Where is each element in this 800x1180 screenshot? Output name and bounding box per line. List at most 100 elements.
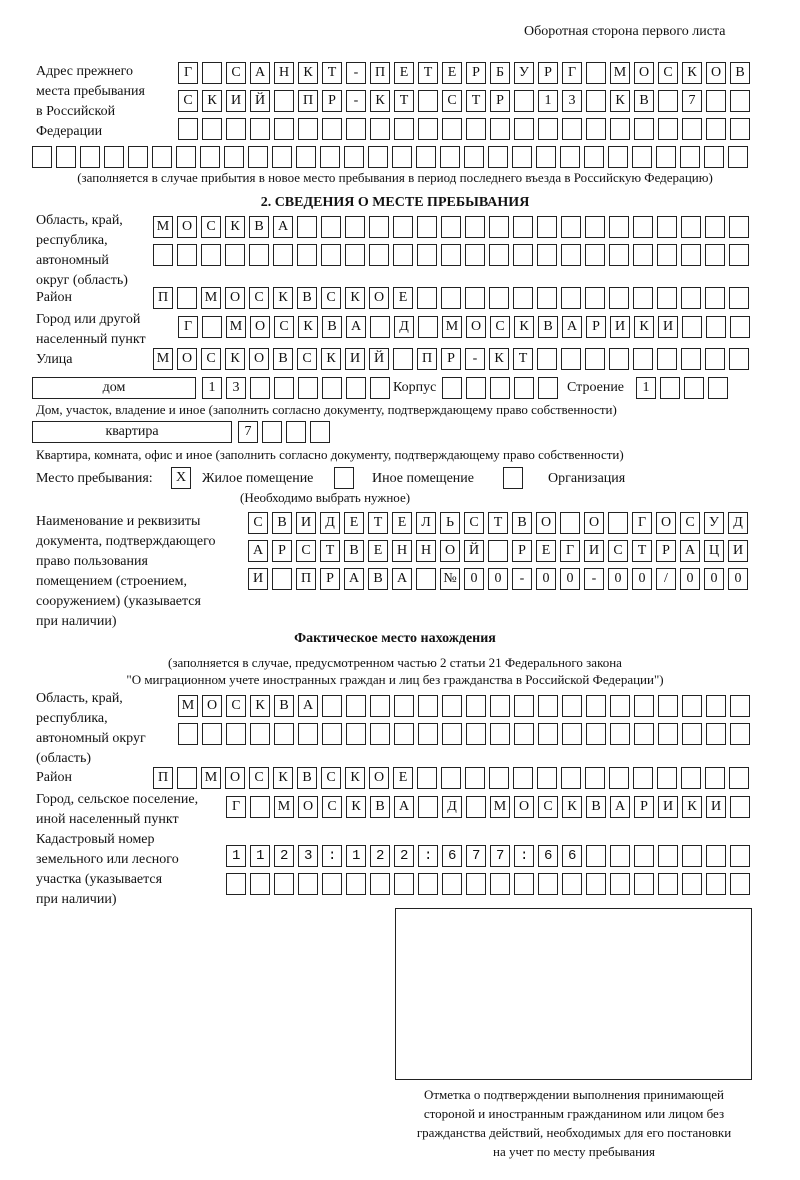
letter-cell[interactable] <box>512 146 532 168</box>
letter-cell[interactable] <box>465 216 485 238</box>
letter-cell[interactable] <box>560 146 580 168</box>
letter-cell[interactable] <box>681 767 701 789</box>
letter-cell[interactable] <box>730 723 750 745</box>
letter-cell[interactable] <box>634 118 654 140</box>
letter-cell[interactable] <box>657 767 677 789</box>
letter-cell[interactable] <box>320 146 340 168</box>
letter-cell[interactable] <box>730 695 750 717</box>
letter-cell[interactable]: Т <box>322 62 342 84</box>
letter-cell[interactable]: 1 <box>538 90 558 112</box>
letter-cell[interactable] <box>418 118 438 140</box>
letter-cell[interactable] <box>705 244 725 266</box>
letter-cell[interactable]: К <box>562 796 582 818</box>
letter-cell[interactable] <box>249 244 269 266</box>
letter-cell[interactable]: П <box>298 90 318 112</box>
letter-cell[interactable] <box>274 723 294 745</box>
letter-cell[interactable] <box>537 216 557 238</box>
letter-cell[interactable] <box>681 216 701 238</box>
letter-cell[interactable]: А <box>680 540 700 562</box>
letter-cell[interactable]: К <box>682 796 702 818</box>
letter-cell[interactable] <box>608 512 628 534</box>
letter-cell[interactable] <box>680 146 700 168</box>
letter-cell[interactable]: И <box>728 540 748 562</box>
letter-cell[interactable] <box>442 845 462 867</box>
letter-cell[interactable] <box>633 348 653 370</box>
letter-cell[interactable]: 1 <box>202 377 222 399</box>
letter-cell[interactable] <box>537 244 557 266</box>
letter-cell[interactable] <box>417 767 437 789</box>
letter-cell[interactable] <box>586 90 606 112</box>
letter-cell[interactable]: 1 <box>636 377 656 399</box>
letter-cell[interactable] <box>730 316 750 338</box>
letter-cell[interactable] <box>634 845 654 867</box>
letter-cell[interactable] <box>561 287 581 309</box>
letter-cell[interactable]: П <box>417 348 437 370</box>
letter-cell[interactable] <box>609 767 629 789</box>
letter-cell[interactable] <box>704 146 724 168</box>
letter-cell[interactable] <box>584 146 604 168</box>
letter-cell[interactable] <box>298 723 318 745</box>
option-other-checkbox[interactable] <box>334 467 354 489</box>
letter-cell[interactable] <box>200 146 220 168</box>
letter-cell[interactable] <box>417 244 437 266</box>
letter-cell[interactable]: А <box>346 316 366 338</box>
letter-cell[interactable]: Е <box>392 512 412 534</box>
letter-cell[interactable] <box>440 146 460 168</box>
letter-cell[interactable]: 0 <box>560 568 580 590</box>
letter-cell[interactable] <box>466 723 486 745</box>
letter-cell[interactable]: 0 <box>680 568 700 590</box>
letter-cell[interactable] <box>634 723 654 745</box>
letter-cell[interactable]: П <box>296 568 316 590</box>
letter-cell[interactable]: - <box>346 90 366 112</box>
letter-cell[interactable] <box>394 873 414 895</box>
letter-cell[interactable]: О <box>225 767 245 789</box>
letter-cell[interactable]: М <box>201 767 221 789</box>
letter-cell[interactable]: В <box>344 540 364 562</box>
letter-cell[interactable]: О <box>706 62 726 84</box>
letter-cell[interactable]: П <box>370 62 390 84</box>
letter-cell[interactable] <box>538 377 558 399</box>
letter-cell[interactable] <box>322 377 342 399</box>
letter-cell[interactable] <box>488 146 508 168</box>
letter-cell[interactable]: Д <box>394 316 414 338</box>
letter-cell[interactable] <box>369 216 389 238</box>
letter-cell[interactable] <box>274 90 294 112</box>
letter-cell[interactable] <box>274 845 294 867</box>
letter-cell[interactable] <box>394 723 414 745</box>
letter-cell[interactable] <box>708 377 728 399</box>
letter-cell[interactable]: У <box>514 62 534 84</box>
letter-cell[interactable] <box>490 873 510 895</box>
letter-cell[interactable] <box>32 146 52 168</box>
letter-cell[interactable] <box>202 118 222 140</box>
letter-cell[interactable] <box>272 146 292 168</box>
letter-cell[interactable] <box>274 873 294 895</box>
letter-cell[interactable] <box>681 348 701 370</box>
letter-cell[interactable] <box>514 873 534 895</box>
letter-cell[interactable] <box>321 244 341 266</box>
letter-cell[interactable] <box>633 767 653 789</box>
letter-cell[interactable]: С <box>248 512 268 534</box>
letter-cell[interactable] <box>178 118 198 140</box>
letter-cell[interactable] <box>298 118 318 140</box>
letter-cell[interactable]: С <box>226 62 246 84</box>
letter-cell[interactable] <box>370 873 390 895</box>
letter-cell[interactable] <box>514 377 534 399</box>
letter-cell[interactable] <box>250 845 270 867</box>
letter-cell[interactable] <box>658 723 678 745</box>
korpus-field[interactable] <box>442 377 558 399</box>
letter-cell[interactable]: С <box>178 90 198 112</box>
cadastral-row-1-boxes[interactable] <box>226 845 750 867</box>
letter-cell[interactable] <box>344 146 364 168</box>
letter-cell[interactable] <box>585 287 605 309</box>
letter-cell[interactable]: П <box>153 287 173 309</box>
house-type-field[interactable]: дом <box>32 377 196 399</box>
letter-cell[interactable]: Д <box>728 512 748 534</box>
letter-cell[interactable]: Е <box>536 540 556 562</box>
letter-cell[interactable] <box>561 767 581 789</box>
letter-cell[interactable] <box>177 244 197 266</box>
letter-cell[interactable]: Р <box>441 348 461 370</box>
letter-cell[interactable] <box>490 723 510 745</box>
